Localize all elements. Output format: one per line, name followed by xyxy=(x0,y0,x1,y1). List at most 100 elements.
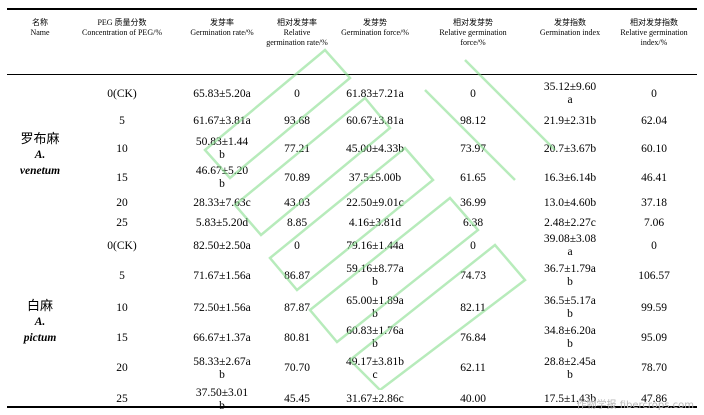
cell-germination-rate: 82.50±2.50a xyxy=(174,240,270,253)
cell-text: 34.8±6.20a xyxy=(544,325,596,337)
bottom-rule xyxy=(7,406,697,408)
cell-text: 0 xyxy=(651,239,657,252)
cell-relative-germination-index: 47.86 xyxy=(616,393,692,406)
cell-relative-germination-force: 76.84 xyxy=(435,332,511,345)
cell-relative-germination-rate: 70.89 xyxy=(265,172,329,185)
cell-text: 20.7±3.67b xyxy=(543,142,597,155)
cell-text: 6.38 xyxy=(462,216,484,229)
cell-germination-rate: 50.83±1.44 b xyxy=(174,136,270,162)
cell-text: b xyxy=(567,276,573,288)
cell-text: 50.83±1.44 xyxy=(195,136,249,148)
cell-relative-germination-index: 46.41 xyxy=(616,172,692,185)
cell-text: 0 xyxy=(470,239,476,252)
cell-text: 93.68 xyxy=(284,114,310,127)
species-cn-name: 罗布麻 xyxy=(20,131,60,146)
cell-text: 37.5±5.00b xyxy=(348,171,402,184)
header-en-label: Relative germination rate/% xyxy=(266,28,328,47)
cell-germination-force: 59.16±8.77a b xyxy=(325,263,425,289)
cell-text: 46.67±5.20 xyxy=(195,165,249,177)
cell-germination-force: 65.00±1.89a b xyxy=(325,295,425,321)
header-germination-force: 发芽势 Germination force/% xyxy=(325,18,425,38)
header-en-label: Germination rate/% xyxy=(190,28,254,37)
cell-text: 40.00 xyxy=(460,393,486,405)
cell-germination-force: 22.50±9.01c xyxy=(325,197,425,210)
cell-relative-germination-force: 36.99 xyxy=(435,197,511,210)
cell-germination-index: 16.3±6.14b xyxy=(522,172,618,185)
cell-text: 79.16±1.44a xyxy=(346,239,404,252)
cell-relative-germination-force: 98.12 xyxy=(435,115,511,128)
cell-text: 45.00±4.33b xyxy=(345,142,405,155)
cell-text: 59.16±8.77a xyxy=(346,263,404,275)
cell-text: 36.5±5.17a xyxy=(544,295,596,307)
cell-germination-index: 17.5±1.43b xyxy=(522,393,618,406)
cell-germination-force: 37.5±5.00b xyxy=(325,172,425,185)
cell-text: 5 xyxy=(119,114,125,127)
cell-relative-germination-force: 0 xyxy=(435,88,511,101)
cell-text: 36.99 xyxy=(460,196,486,209)
cell-concentration: 15 xyxy=(80,172,164,185)
cell-text: b xyxy=(219,399,225,412)
cell-relative-germination-rate: 0 xyxy=(265,88,329,101)
cell-text: 76.84 xyxy=(460,331,486,344)
cell-germination-index: 34.8±6.20a b xyxy=(522,325,618,351)
cell-germination-index: 21.9±2.31b xyxy=(522,115,618,128)
cell-text: 20 xyxy=(116,196,128,209)
cell-text: 61.65 xyxy=(460,171,486,184)
cell-relative-germination-force: 73.97 xyxy=(435,143,511,156)
species-latin-name: venetum xyxy=(19,165,61,177)
cell-germination-force: 61.83±7.21a xyxy=(325,88,425,101)
cell-text: 37.50±3.01 xyxy=(195,386,249,399)
cell-text: 36.7±1.79a xyxy=(544,263,596,275)
species-latin-name: A. xyxy=(34,316,46,328)
cell-relative-germination-force: 61.65 xyxy=(435,172,511,185)
cell-text: 70.70 xyxy=(284,362,310,374)
cell-text: 21.9±2.31b xyxy=(543,114,597,127)
cell-relative-germination-rate: 43.03 xyxy=(265,197,329,210)
cell-relative-germination-index: 7.06 xyxy=(616,217,692,230)
cell-text: b xyxy=(372,308,378,320)
header-germination-index: 发芽指数 Germination index xyxy=(522,18,618,38)
cell-germination-rate: 37.50±3.01 b xyxy=(174,387,270,413)
cell-text: 0 xyxy=(294,87,300,100)
cell-concentration: 0(CK) xyxy=(80,240,164,253)
cell-text: 0 xyxy=(470,87,476,100)
cell-text: 98.12 xyxy=(460,114,486,127)
cell-germination-rate: 72.50±1.56a xyxy=(174,302,270,315)
cell-relative-germination-rate: 77.21 xyxy=(265,143,329,156)
cell-text: 0(CK) xyxy=(107,239,137,252)
cell-germination-force: 49.17±3.81b c xyxy=(325,356,425,382)
cell-germination-index: 20.7±3.67b xyxy=(522,143,618,156)
cell-text: 87.87 xyxy=(284,301,310,314)
cell-relative-germination-index: 78.70 xyxy=(616,362,692,375)
cell-text: 7.06 xyxy=(643,216,665,229)
cell-germination-force: 31.67±2.86c xyxy=(325,393,425,406)
cell-germination-rate: 65.83±5.20a xyxy=(174,88,270,101)
cell-text: 20 xyxy=(116,362,128,374)
cell-relative-germination-index: 95.09 xyxy=(616,332,692,345)
cell-relative-germination-rate: 70.70 xyxy=(265,362,329,375)
species-latin-name: A. xyxy=(34,149,46,161)
cell-germination-rate: 71.67±1.56a xyxy=(174,270,270,283)
cell-relative-germination-rate: 8.85 xyxy=(265,217,329,230)
cell-relative-germination-index: 60.10 xyxy=(616,143,692,156)
cell-text: 5 xyxy=(119,269,125,282)
header-cn-label: 发芽势 xyxy=(363,18,387,27)
cell-germination-rate: 5.83±5.20d xyxy=(174,217,270,230)
cell-relative-germination-rate: 93.68 xyxy=(265,115,329,128)
cell-text: b xyxy=(372,338,378,350)
cell-text: 82.11 xyxy=(460,301,486,314)
cell-text: 58.33±2.67a xyxy=(193,355,251,368)
cell-text: 106.57 xyxy=(638,269,670,282)
cell-text: 70.89 xyxy=(284,171,310,184)
cell-text: 10 xyxy=(116,142,128,155)
cell-text: 22.50±9.01c xyxy=(346,196,404,209)
cell-relative-germination-force: 6.38 xyxy=(435,217,511,230)
cell-text: c xyxy=(372,368,378,381)
header-en-label: Relative germination index/% xyxy=(620,28,688,47)
cell-germination-index: 39.08±3.08 a xyxy=(522,233,618,259)
cell-relative-germination-force: 74.73 xyxy=(435,270,511,283)
cell-germination-rate: 28.33±7.63c xyxy=(174,197,270,210)
cell-text: a xyxy=(567,246,573,258)
cell-text: 28.8±2.45a xyxy=(544,355,596,368)
cell-relative-germination-index: 62.04 xyxy=(616,115,692,128)
